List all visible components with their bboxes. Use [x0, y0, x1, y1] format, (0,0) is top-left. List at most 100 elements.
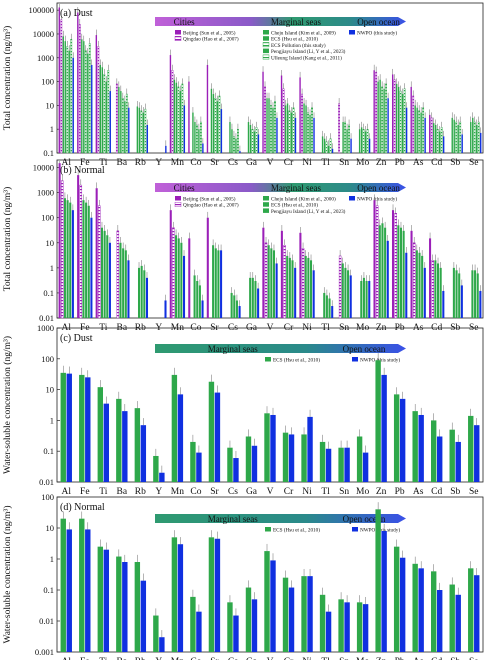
bar	[325, 611, 332, 652]
banner-label: Open ocean	[357, 17, 400, 27]
legend-swatch	[174, 36, 182, 41]
x-tick-label: Tl	[321, 657, 330, 660]
y-tick-label: 0.01	[39, 477, 54, 487]
bar	[412, 95, 415, 154]
bar	[341, 263, 344, 318]
bar	[188, 238, 191, 318]
banner-arrow	[155, 183, 406, 192]
bar	[312, 270, 315, 318]
bar	[307, 416, 313, 482]
bar	[384, 227, 387, 318]
bar	[220, 109, 223, 153]
bar	[264, 551, 270, 652]
x-tick-label: Ti	[99, 657, 107, 660]
bar	[375, 360, 381, 482]
bar	[66, 200, 69, 318]
bar	[338, 599, 344, 652]
bar	[402, 230, 405, 318]
bar	[233, 136, 235, 154]
bar	[347, 270, 350, 318]
x-tick-label: Ga	[246, 657, 258, 660]
x-tick-label: Cr	[284, 657, 294, 660]
bar	[420, 112, 422, 153]
panel-2: 0.01 0.1 1 10 100 1000 10000 Total concentratio…	[2, 159, 484, 333]
bar	[229, 122, 231, 153]
bar	[159, 472, 165, 482]
bar	[159, 637, 165, 652]
x-tick-label: Mn	[171, 158, 184, 168]
bar	[455, 121, 458, 154]
bar	[233, 458, 239, 482]
bar	[429, 114, 431, 153]
panel-1: 0.1 1 10 100 1000 10000 100000 Total concentrat…	[2, 2, 484, 168]
bar	[198, 285, 201, 318]
bar	[121, 98, 124, 154]
bar	[175, 82, 178, 153]
bar	[97, 387, 104, 482]
bar	[227, 447, 233, 482]
bar	[119, 242, 122, 318]
bar	[179, 91, 182, 153]
bar	[329, 138, 332, 154]
bar	[251, 445, 258, 482]
bar	[84, 50, 87, 154]
bar	[319, 441, 326, 482]
y-tick-label: 10000	[33, 163, 54, 173]
x-tick-label: Mn	[171, 657, 184, 660]
bar	[344, 267, 347, 318]
bar	[473, 121, 476, 154]
bar	[136, 106, 139, 153]
bar	[140, 110, 143, 154]
legend-swatch	[265, 527, 271, 532]
bar	[227, 602, 233, 652]
panel-4: 0.001 0.01 0.1 1 10 100 Water-soluble concentr…	[2, 492, 484, 660]
bar	[307, 257, 310, 318]
bar	[362, 452, 369, 482]
bar	[77, 175, 80, 318]
bar	[418, 252, 421, 318]
bar	[381, 223, 384, 318]
legend-swatch	[263, 196, 269, 201]
x-tick-label: Sr	[210, 487, 219, 497]
y-tick-label: 0.001	[35, 647, 54, 657]
bar	[430, 420, 437, 482]
panel-label: (c) Dust	[60, 333, 93, 344]
bar	[88, 43, 91, 154]
x-tick-label: Cd	[431, 158, 442, 168]
x-tick-label: Co	[190, 487, 201, 497]
bar	[474, 575, 480, 652]
legend-label: NWPO (this study)	[357, 30, 397, 37]
bar	[286, 103, 289, 153]
legend-swatch	[265, 357, 271, 362]
bar	[399, 227, 403, 318]
bar	[214, 392, 221, 482]
y-axis-label: Total concentration (ng/m³)	[2, 26, 13, 131]
bar	[233, 615, 239, 652]
bar	[375, 71, 378, 154]
legend-label: ECS (Hsu et al., 2010)	[273, 527, 320, 534]
x-tick-label: Cs	[228, 487, 238, 497]
bar	[124, 250, 127, 318]
x-tick-label: Sr	[210, 158, 219, 168]
bar	[214, 248, 217, 318]
bar	[83, 41, 85, 154]
x-tick-label: Rb	[135, 657, 146, 660]
bar	[415, 250, 418, 318]
x-tick-label: Sb	[450, 657, 460, 660]
bar	[449, 429, 455, 482]
bar	[79, 518, 85, 652]
bar	[280, 75, 283, 153]
bar	[63, 198, 66, 318]
bar	[193, 275, 196, 318]
bar	[431, 260, 434, 319]
bar	[153, 455, 159, 482]
bar	[128, 107, 130, 153]
bar	[399, 90, 402, 154]
bar	[140, 425, 147, 482]
y-tick-label: 0.1	[43, 585, 54, 595]
bar	[381, 531, 387, 652]
bar	[288, 257, 291, 318]
bar	[267, 245, 270, 318]
bar	[386, 240, 389, 318]
bar	[196, 611, 202, 652]
